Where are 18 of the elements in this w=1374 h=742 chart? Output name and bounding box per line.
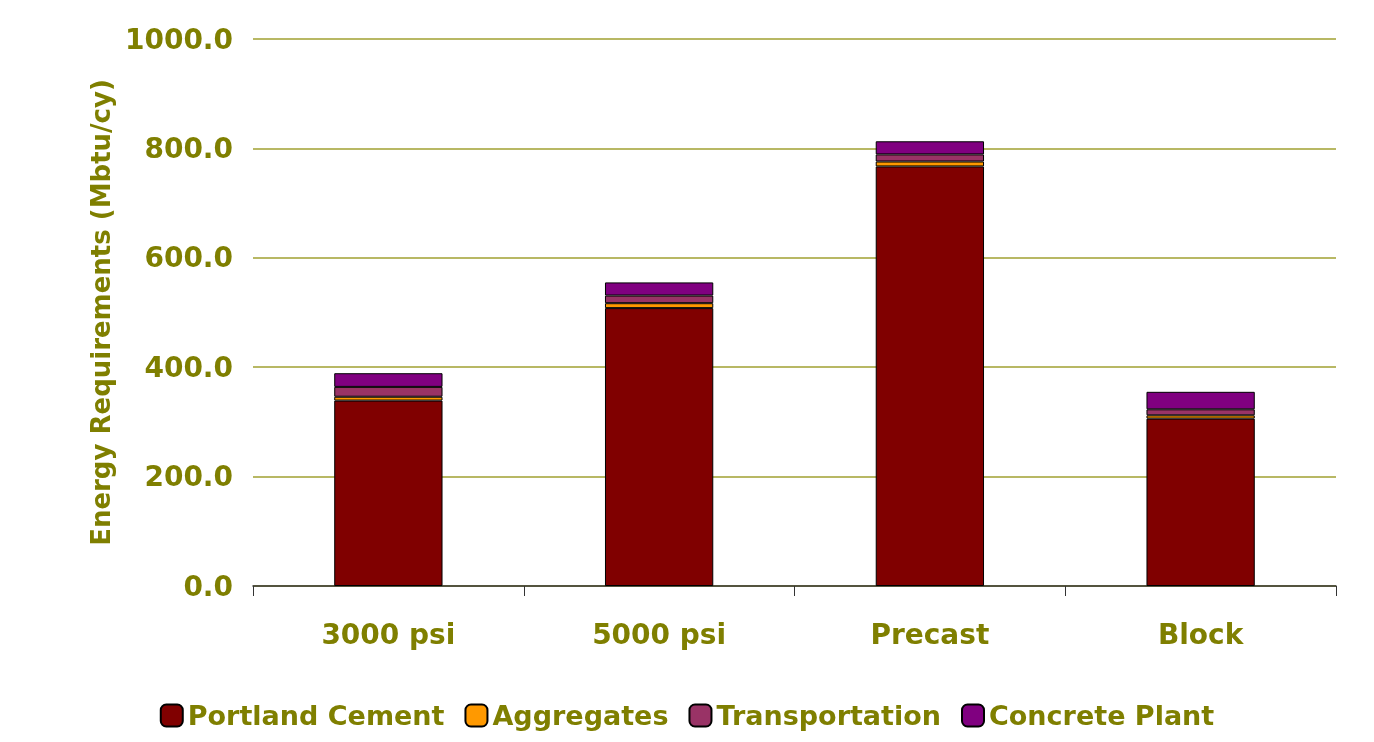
x-tick-label: Block (1157, 617, 1245, 651)
y-axis-title: Energy Requirements (Mbtu/cy) (86, 79, 117, 546)
y-tick-label: 0.0 (183, 569, 233, 603)
bar (875, 166, 985, 586)
x-tick-label: 3000 psi (321, 617, 456, 651)
legend-label: Concrete Plant (989, 700, 1215, 731)
y-tick-label: 200.0 (144, 460, 233, 494)
bar (334, 400, 443, 586)
legend-label: Aggregates (492, 700, 669, 731)
y-tick-label: 600.0 (144, 241, 233, 275)
legend-label: Portland Cement (187, 700, 445, 731)
bar (1146, 418, 1255, 586)
y-tick-label: 400.0 (144, 350, 233, 384)
legend-label: Transportation (716, 700, 941, 731)
y-tick-label: 1000.0 (124, 22, 233, 56)
x-tick-label: Precast (870, 617, 990, 651)
y-tick-label: 800.0 (144, 131, 233, 165)
x-tick-label: 5000 psi (592, 617, 727, 651)
